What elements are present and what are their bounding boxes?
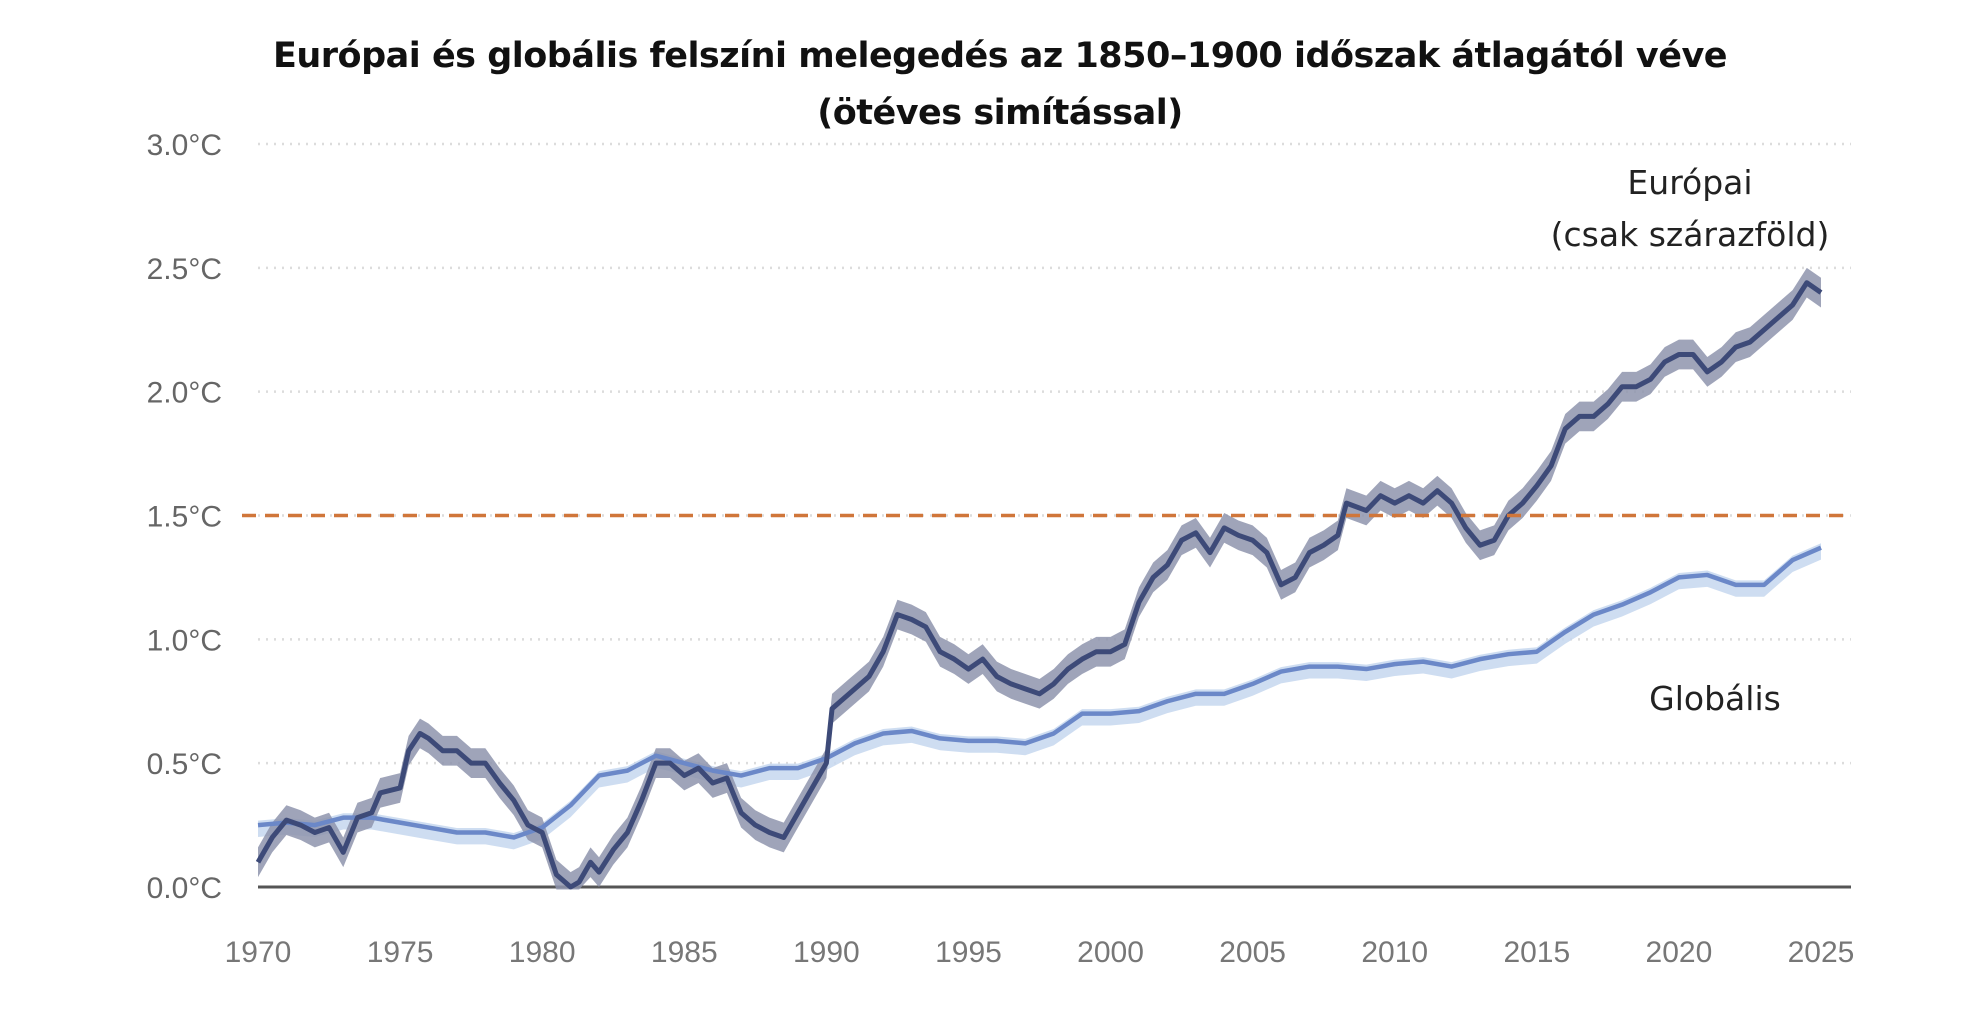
series-line-global xyxy=(257,545,1822,840)
y-axis: 0.0°C 0.5°C 1.0°C 1.5°C 2.0°C 2.5°C 3.0°C xyxy=(147,129,222,905)
x-tick-label: 1970 xyxy=(225,936,292,969)
uncertainty-band-europe xyxy=(258,267,1821,890)
y-tick-label: 3.0°C xyxy=(147,129,222,162)
x-tick-label: 2010 xyxy=(1361,936,1428,969)
series-layer xyxy=(242,267,1851,890)
x-tick-label: 2005 xyxy=(1219,936,1286,969)
y-tick-label: 2.0°C xyxy=(147,377,222,410)
y-tick-label: 1.5°C xyxy=(147,501,222,534)
series-line-europe xyxy=(255,280,1823,890)
x-axis: 1970 1975 1980 1985 1990 1995 2000 2005 2010 2015… xyxy=(225,936,1855,969)
x-tick-label: 2025 xyxy=(1788,936,1855,969)
legend-label-europe: Európai xyxy=(1627,163,1752,202)
chart-subtitle: (ötéves simítással) xyxy=(817,93,1183,133)
y-tick-label: 0.0°C xyxy=(147,872,222,905)
x-tick-label: 1990 xyxy=(793,936,860,969)
legend-label-global: Globális xyxy=(1649,679,1781,718)
y-tick-label: 0.5°C xyxy=(147,748,222,781)
x-tick-label: 2000 xyxy=(1077,936,1144,969)
legend-label-europe-line2: (csak szárazföld) xyxy=(1551,215,1830,254)
x-tick-label: 1995 xyxy=(935,936,1002,969)
chart-title: Európai és globális felszíni melegedés a… xyxy=(272,36,1728,76)
y-tick-label: 1.0°C xyxy=(147,624,222,657)
x-tick-label: 1980 xyxy=(509,936,576,969)
x-tick-label: 2015 xyxy=(1503,936,1570,969)
x-tick-label: 2020 xyxy=(1646,936,1713,969)
y-tick-label: 2.5°C xyxy=(147,253,222,286)
x-tick-label: 1985 xyxy=(651,936,718,969)
x-tick-label: 1975 xyxy=(367,936,434,969)
